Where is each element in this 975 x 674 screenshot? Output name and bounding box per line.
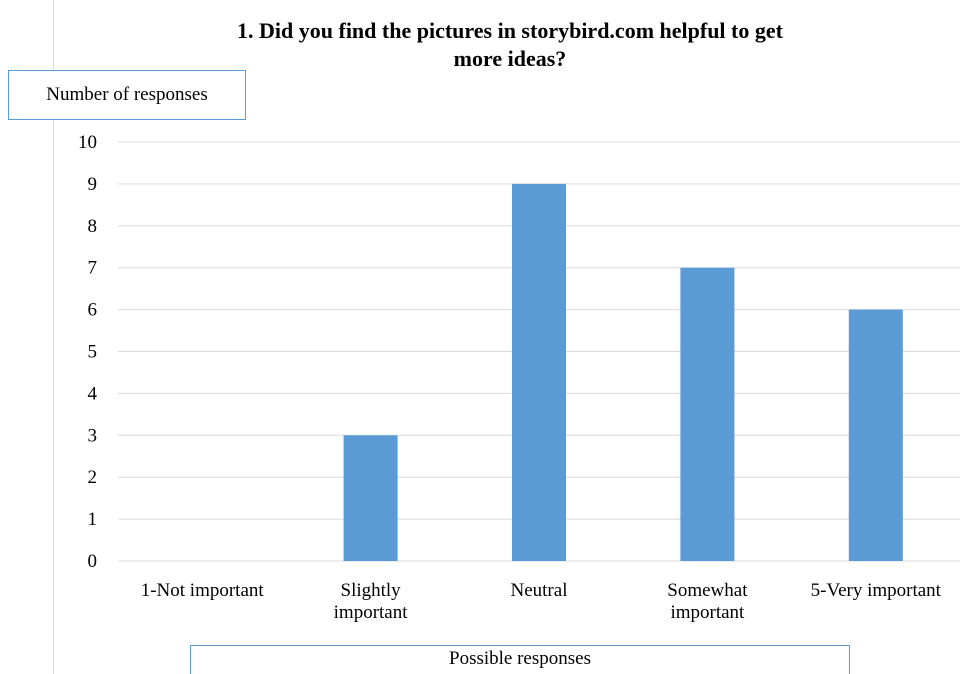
x-tick-label: 1-Not important xyxy=(141,580,265,601)
y-tick-label: 10 xyxy=(78,132,97,153)
y-tick-label: 5 xyxy=(88,342,98,363)
chart-title-line-2: more ideas? xyxy=(453,46,567,71)
y-tick-label: 6 xyxy=(88,300,98,321)
bar xyxy=(680,267,735,561)
bar xyxy=(848,309,903,561)
y-tick-label: 3 xyxy=(88,425,98,446)
x-axis-label: Possible responses xyxy=(190,645,850,674)
y-tick-label: 1 xyxy=(88,509,98,530)
y-tick-label: 2 xyxy=(88,467,98,488)
y-axis-label: Number of responses xyxy=(8,70,246,120)
x-tick-label: important xyxy=(670,602,745,623)
y-tick-label: 9 xyxy=(88,174,98,195)
y-tick-label: 0 xyxy=(88,551,98,572)
chart-title-line-1: 1. Did you find the pictures in storybir… xyxy=(237,18,783,43)
chart-title: 1. Did you find the pictures in storybir… xyxy=(150,17,870,73)
y-axis-ticks: 0 1 2 3 4 5 6 7 8 9 10 xyxy=(78,132,98,572)
x-axis-label-text: Possible responses xyxy=(449,647,591,669)
bar xyxy=(343,435,398,561)
bars xyxy=(343,183,903,561)
y-axis-label-text: Number of responses xyxy=(46,84,208,105)
y-tick-label: 7 xyxy=(88,258,98,279)
x-tick-label: Somewhat xyxy=(667,580,748,601)
x-tick-label: 5-Very important xyxy=(811,580,942,601)
y-tick-label: 4 xyxy=(88,383,98,404)
x-tick-label: important xyxy=(334,602,409,623)
bar xyxy=(512,183,566,561)
chart-border-left xyxy=(53,0,54,674)
x-tick-label: Slightly xyxy=(341,580,402,601)
x-tick-label: Neutral xyxy=(511,580,568,601)
y-tick-label: 8 xyxy=(88,216,98,237)
